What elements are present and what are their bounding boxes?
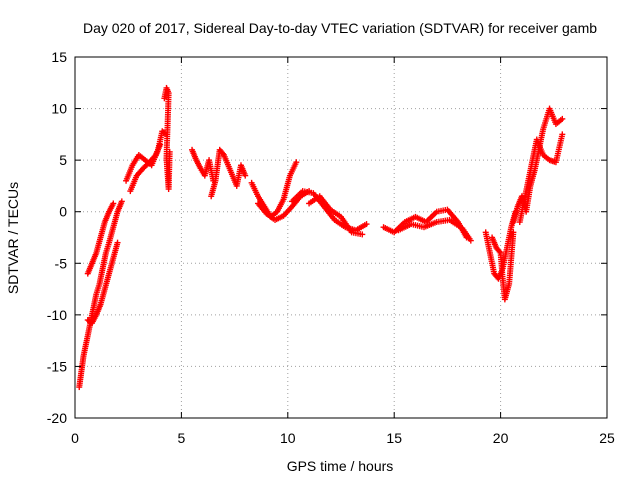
data-point (293, 159, 300, 166)
data-point (114, 239, 121, 246)
data-point (363, 221, 370, 228)
data-point (496, 248, 503, 255)
x-tick-label: 15 (386, 430, 402, 446)
data-point (559, 131, 566, 138)
y-tick-label: 5 (59, 152, 67, 168)
data-point (110, 200, 117, 207)
x-tick-label: 0 (71, 430, 79, 446)
data-point (559, 115, 566, 122)
y-tick-label: -20 (47, 410, 67, 426)
x-tick-label: 20 (493, 430, 509, 446)
y-axis-title: SDTVAR / TECUs (5, 182, 21, 294)
data-points (76, 84, 566, 391)
axis-ticks (74, 56, 608, 419)
data-point (467, 237, 474, 244)
y-tick-label: 10 (51, 101, 67, 117)
x-tick-label: 5 (178, 430, 186, 446)
data-point (510, 229, 517, 236)
data-point (166, 148, 173, 155)
x-tick-label: 10 (280, 430, 296, 446)
data-point (157, 141, 164, 148)
y-tick-labels: -20 -15 -10 -5 0 5 10 15 (47, 49, 67, 426)
data-point (118, 198, 125, 205)
plot-border (74, 56, 608, 419)
y-tick-label: -15 (47, 358, 67, 374)
grid (75, 57, 607, 418)
y-tick-label: 0 (59, 204, 67, 220)
x-tick-label: 25 (599, 430, 615, 446)
y-tick-label: -5 (55, 255, 68, 271)
y-tick-label: 15 (51, 49, 67, 65)
data-point (219, 150, 226, 157)
chart-title: Day 020 of 2017, Sidereal Day-to-day VTE… (83, 20, 597, 36)
x-tick-labels: 0 5 10 15 20 25 (71, 430, 615, 446)
data-point (242, 172, 249, 179)
data-point (359, 231, 366, 238)
x-axis-title: GPS time / hours (287, 458, 394, 474)
y-tick-label: -10 (47, 307, 67, 323)
